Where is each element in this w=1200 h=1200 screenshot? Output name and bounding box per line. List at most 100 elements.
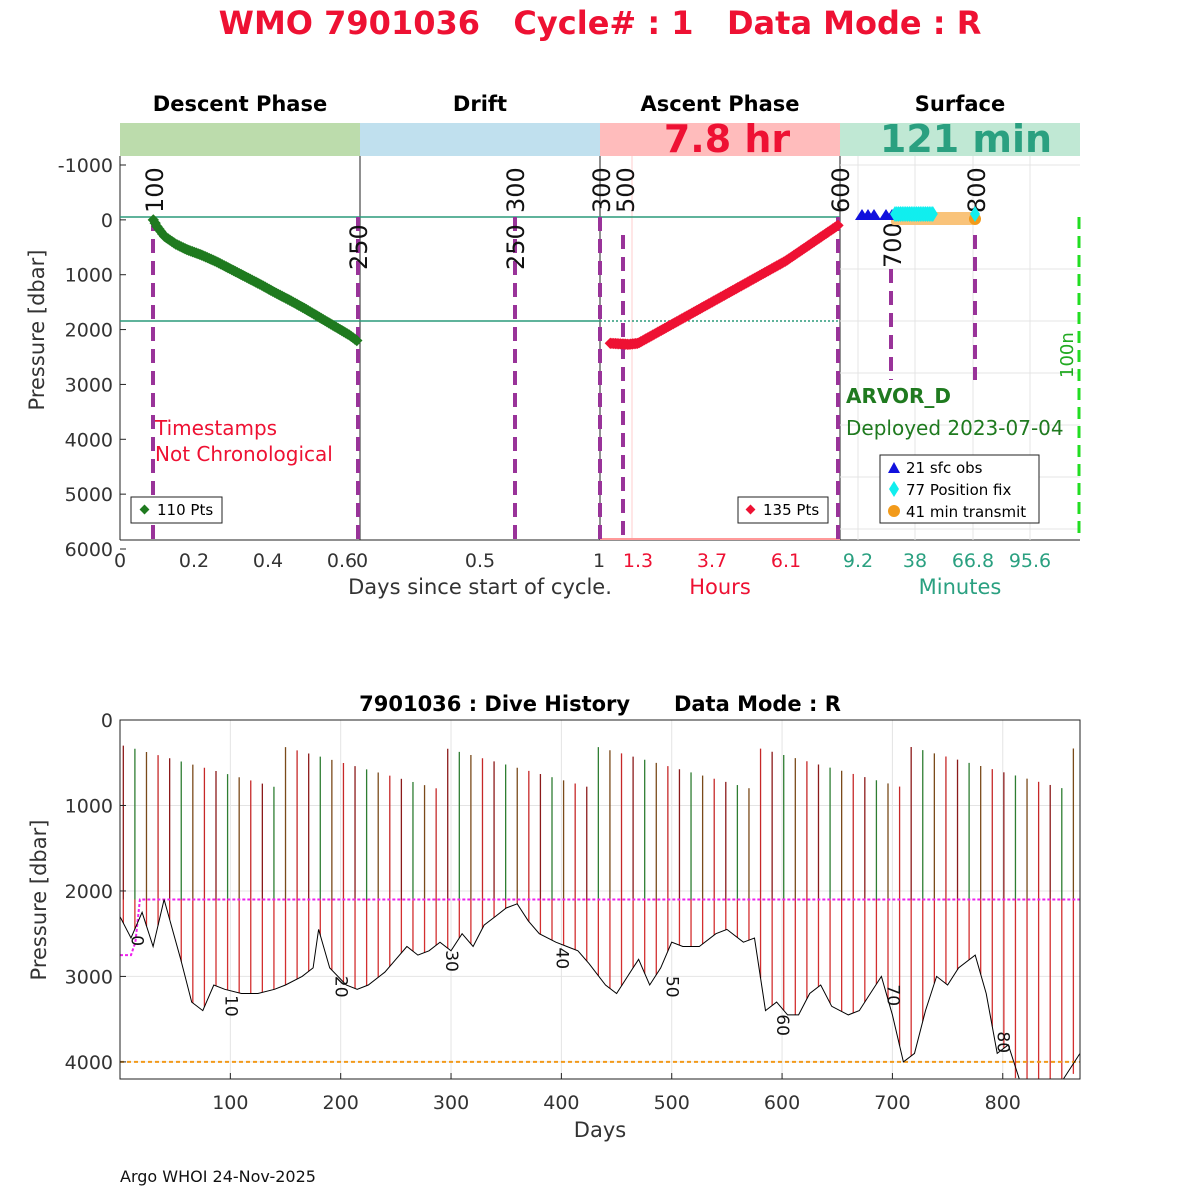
drift-x-tick: 0 <box>356 550 368 572</box>
park-pressure-line <box>120 898 1080 957</box>
x-tick-label: 200 <box>323 1092 359 1114</box>
descent-legend: 110 Pts <box>130 496 223 524</box>
phase-banner-drift <box>360 123 600 156</box>
descent-legend-label: 110 Pts <box>157 501 213 519</box>
ascent-legend-label: 135 Pts <box>763 501 819 519</box>
ascent-point <box>832 219 844 231</box>
phase-banner-surface <box>840 123 1080 156</box>
cycle-profile-chart: Descent Phase Drift Ascent Phase Surface… <box>25 92 1081 599</box>
descent-x-tick: 0 <box>114 550 126 572</box>
dive-history-y-label: Pressure [dbar] <box>27 820 51 981</box>
cycle-label: 50 <box>662 976 682 998</box>
minutes-axis-label: Minutes <box>919 575 1002 599</box>
ascent-x-ticks: 1.3 3.7 6.1 <box>623 550 801 572</box>
surface-x-tick: 95.6 <box>1009 550 1051 572</box>
y-tick-label: 1000 <box>65 795 113 817</box>
marker-label: 800 <box>963 167 991 213</box>
y-tick-label: 4000 <box>65 429 113 451</box>
ascent-legend-marker <box>745 504 756 515</box>
marker-label: 100 <box>141 167 169 213</box>
y-tick-label: -1000 <box>58 155 113 177</box>
bottom-pressure-line <box>119 899 1081 1080</box>
y-tick-label: 1000 <box>65 265 113 287</box>
cycle-label: 80 <box>993 1031 1013 1053</box>
float-type: ARVOR_D <box>846 384 951 408</box>
cycle-label: 40 <box>551 947 571 969</box>
footer-credit: Argo WHOI 24-Nov-2025 <box>120 1167 316 1186</box>
sfc-obs-point <box>867 209 881 220</box>
marker-label: 300 <box>588 167 616 213</box>
y-tick-label: 2000 <box>65 881 113 903</box>
surface-duration: 121 min <box>880 117 1052 161</box>
y-tick-label: 4000 <box>65 1052 113 1074</box>
x-tick-label: 800 <box>985 1092 1021 1114</box>
x-tick-label: 600 <box>764 1092 800 1114</box>
ascent-series <box>604 219 844 351</box>
descent-x-tick: 0.4 <box>253 550 283 572</box>
phase-banner-ascent <box>600 123 840 156</box>
surface-legend-label: 21 sfc obs <box>906 459 983 477</box>
descent-x-tick: 0.6 <box>327 550 357 572</box>
surface-legend-label: 41 min transmit <box>906 503 1026 521</box>
position-fix-markers <box>890 206 980 222</box>
cycle-label: 70 <box>882 984 902 1006</box>
marker-label: 300 <box>502 167 530 213</box>
y-tick-label: 0 <box>101 710 113 732</box>
drift-x-tick: 0.5 <box>465 550 495 572</box>
sfc-obs-legend-marker <box>888 462 900 473</box>
descent-legend-marker <box>139 504 150 515</box>
transmit-legend-marker <box>888 505 900 517</box>
surface-x-tick: 38 <box>903 550 927 572</box>
y-tick-label: 3000 <box>65 966 113 988</box>
ascent-legend: 135 Pts <box>737 496 829 524</box>
y-tick-label: 3000 <box>65 374 113 396</box>
position-fix-legend-marker <box>889 481 899 497</box>
ascent-x-tick: 1.3 <box>623 550 653 572</box>
top-y-axis-label: Pressure [dbar] <box>25 250 49 411</box>
x-tick-label: 400 <box>543 1092 579 1114</box>
descent-x-tick: 0.2 <box>179 550 209 572</box>
surface-x-tick: 66.8 <box>952 550 994 572</box>
cycle-label: 60 <box>772 1014 792 1036</box>
descent-point <box>351 334 363 347</box>
phase-header-surface: Surface <box>915 92 1005 116</box>
marker-label: 250 <box>502 224 530 270</box>
x-tick-label: 100 <box>212 1092 248 1114</box>
marker-label: 700 <box>879 222 907 268</box>
phase-header-drift: Drift <box>453 92 507 116</box>
x-tick-label: 700 <box>874 1092 910 1114</box>
descent-series <box>147 214 363 347</box>
figure-title: WMO 7901036 Cycle# : 1 Data Mode : R <box>219 4 982 42</box>
timestamps-note-line1: Timestamps <box>154 416 277 440</box>
y-tick-label: 6000 <box>65 539 113 561</box>
cycle-label: 10 <box>220 995 240 1017</box>
days-axis-label: Days since start of cycle. <box>348 575 612 599</box>
surface-x-ticks: 9.2 38 66.8 95.6 <box>843 550 1051 572</box>
drift-x-ticks: 0 0.5 1 <box>356 550 605 572</box>
ascent-x-tick: 6.1 <box>771 550 801 572</box>
green-dash-label: 100n <box>1057 332 1078 378</box>
y-tick-label: 5000 <box>65 484 113 506</box>
hours-axis-label: Hours <box>689 575 751 599</box>
position-fix-point <box>927 206 938 222</box>
marker-label: 500 <box>612 167 640 213</box>
y-tick-label: 0 <box>101 210 113 232</box>
dive-history-chart: 7901036 : Dive History Data Mode : R 0 10… <box>27 692 1081 1142</box>
cycle-label: 0 <box>127 935 147 946</box>
timestamps-note-line2: Not Chronological <box>155 442 333 466</box>
cycle-labels: 0 10 20 30 40 50 60 70 80 <box>127 935 1013 1053</box>
deployment-date: Deployed 2023-07-04 <box>846 416 1064 440</box>
dive-history-title: 7901036 : Dive History Data Mode : R <box>359 692 841 716</box>
phase-header-descent: Descent Phase <box>153 92 327 116</box>
marker-labels: 100 250 250 300 300 500 600 700 800 <box>141 167 991 270</box>
marker-label: 600 <box>827 167 855 213</box>
position-fix-point <box>970 206 980 222</box>
surface-legend: 21 sfc obs 77 Position fix 41 min transm… <box>879 454 1040 524</box>
surface-x-tick: 9.2 <box>843 550 873 572</box>
descent-x-ticks: 0 0.2 0.4 0.6 <box>114 550 357 572</box>
marker-label: 250 <box>345 224 373 270</box>
cycle-label: 20 <box>331 976 351 998</box>
drift-x-tick: 1 <box>593 550 605 572</box>
ascent-x-tick: 3.7 <box>697 550 727 572</box>
